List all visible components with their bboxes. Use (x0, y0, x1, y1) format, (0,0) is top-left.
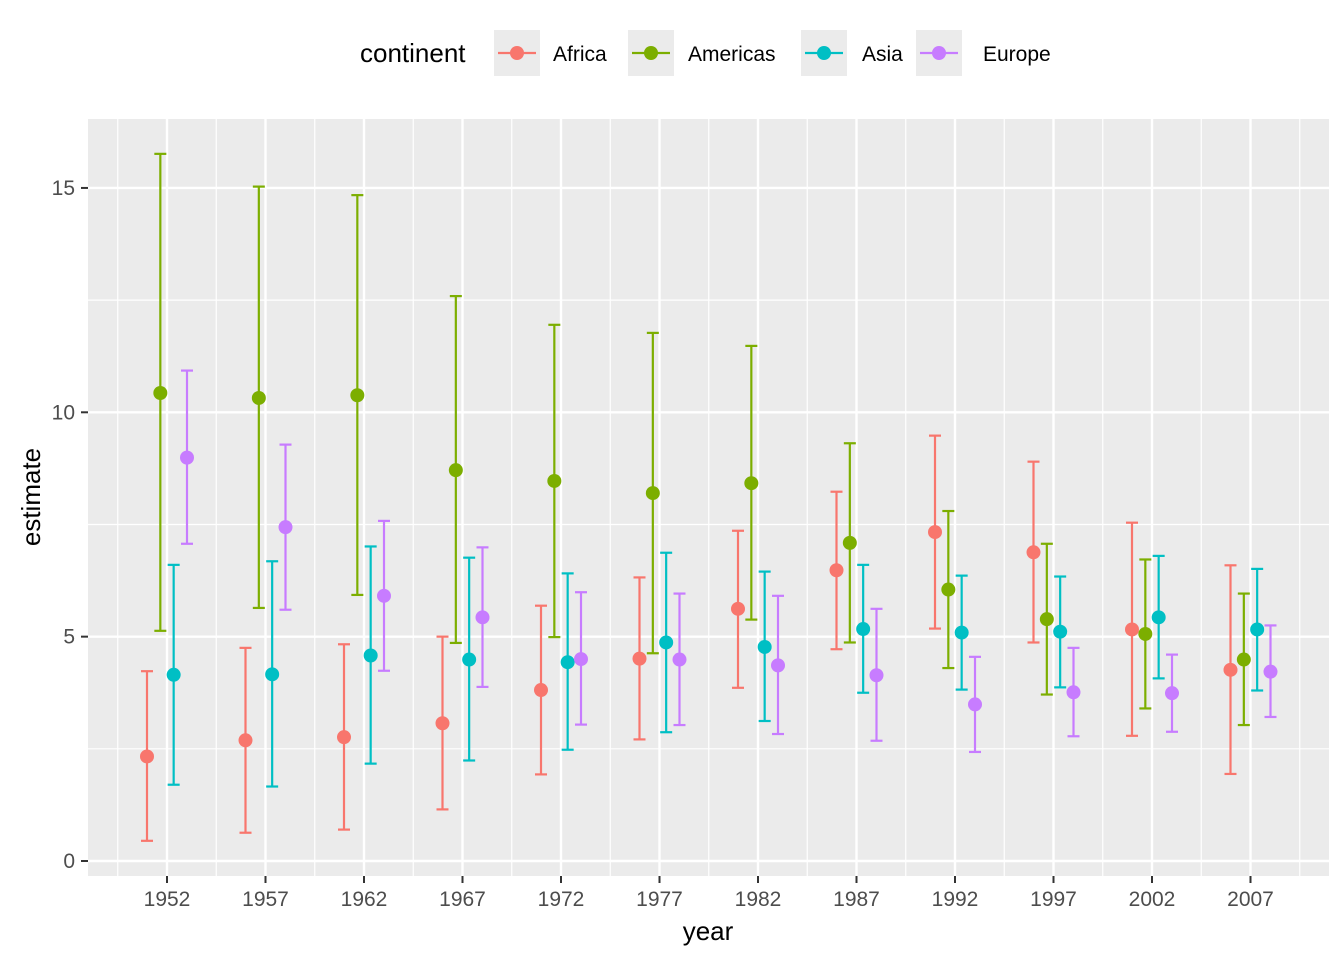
series-africa (140, 434, 1238, 842)
x-tick-label: 1972 (538, 888, 585, 911)
data-point (547, 473, 562, 488)
data-point (574, 652, 588, 667)
data-point (744, 476, 759, 491)
data-point (251, 390, 266, 405)
data-point (435, 716, 450, 731)
data-point (363, 648, 378, 663)
data-point (560, 655, 575, 670)
data-point (1236, 652, 1251, 667)
data-point (645, 486, 660, 501)
data-point (166, 667, 181, 682)
legend-key-point (817, 46, 831, 60)
legend-label: Americas (688, 43, 776, 66)
y-tick-label: 10 (52, 401, 75, 424)
data-point (1066, 685, 1081, 700)
data-point (448, 463, 463, 478)
legend-label: Africa (553, 43, 607, 66)
data-point (856, 622, 871, 637)
data-point (1138, 626, 1153, 641)
data-point (829, 563, 844, 578)
data-point (1223, 662, 1238, 677)
data-point (265, 667, 280, 682)
data-point (842, 535, 857, 550)
data-point (140, 749, 154, 764)
data-point (337, 730, 351, 745)
legend: continent Africa Americas Asia Europe (360, 30, 1051, 76)
data-point (1039, 612, 1054, 627)
legend-item-americas: Americas (628, 30, 776, 76)
x-tick-label: 1962 (341, 888, 388, 911)
x-tick-label: 1992 (932, 888, 979, 911)
legend-title: continent (360, 38, 466, 68)
data-point (534, 683, 548, 698)
x-tick-label: 1997 (1030, 888, 1077, 911)
data-point (1053, 624, 1068, 639)
grid (88, 119, 1329, 876)
data-point (1026, 545, 1041, 560)
x-tick-label: 2007 (1227, 888, 1274, 911)
data-point (153, 386, 168, 401)
legend-item-africa: Africa (494, 30, 607, 76)
legend-label: Asia (862, 43, 903, 66)
data-point (928, 525, 942, 540)
data-point (1151, 610, 1166, 625)
data-point (1125, 622, 1139, 637)
data-point (672, 652, 687, 667)
data-point (968, 697, 982, 712)
axes: 0 5 10 15 1952 1957 1962 1967 1972 1977 1982 1987 19… (52, 177, 1274, 911)
legend-item-europe: Europe (916, 30, 1051, 76)
legend-key-point (644, 46, 658, 60)
data-point (869, 668, 884, 683)
series-europe (180, 369, 1278, 754)
legend-key-point (932, 46, 946, 60)
data-point (1165, 686, 1179, 701)
data-point (771, 658, 785, 673)
data-point (180, 450, 194, 465)
legend-key-point (510, 46, 524, 60)
x-axis-title: year (683, 916, 734, 946)
x-tick-label: 1952 (144, 888, 191, 911)
data-point (1263, 664, 1278, 679)
y-axis-title: estimate (16, 448, 46, 546)
x-tick-label: 1977 (636, 888, 683, 911)
marks (140, 152, 1278, 842)
data-point (462, 652, 477, 667)
series-americas (153, 152, 1251, 727)
legend-item-asia: Asia (801, 30, 903, 76)
x-tick-label: 1957 (242, 888, 289, 911)
series-asia (166, 545, 1265, 788)
y-tick-label: 5 (63, 626, 75, 649)
data-point (377, 588, 391, 603)
data-point (659, 635, 674, 650)
data-point (1250, 622, 1265, 637)
data-point (941, 582, 956, 597)
x-tick-label: 1967 (439, 888, 486, 911)
y-tick-label: 15 (52, 177, 75, 200)
x-tick-label: 1987 (833, 888, 880, 911)
data-point (475, 610, 490, 625)
data-point (757, 639, 772, 654)
data-point (954, 625, 969, 640)
data-point (238, 733, 253, 748)
x-tick-label: 1982 (735, 888, 782, 911)
data-point (632, 651, 647, 666)
data-point (278, 520, 293, 535)
data-point (731, 601, 745, 616)
x-tick-label: 2002 (1129, 888, 1176, 911)
legend-label: Europe (983, 43, 1051, 66)
y-tick-label: 0 (63, 850, 75, 873)
data-point (350, 388, 365, 403)
